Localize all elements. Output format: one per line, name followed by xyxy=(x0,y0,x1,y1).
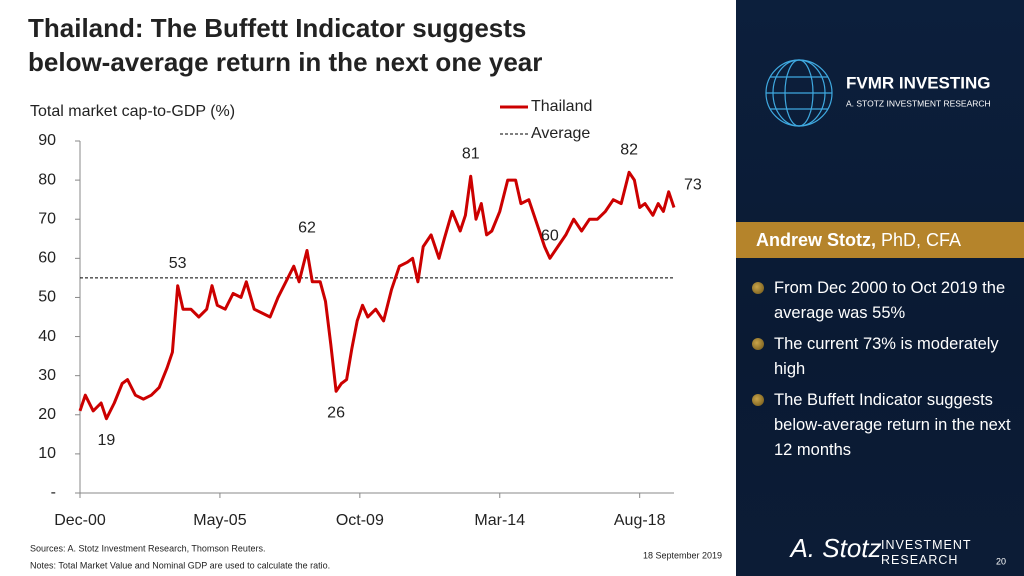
data-label: 73 xyxy=(684,177,702,194)
y-tick-label: 80 xyxy=(38,171,56,188)
data-label: 19 xyxy=(98,432,116,449)
chart: Thailand: The Buffett Indicator suggests… xyxy=(28,13,722,571)
data-label: 62 xyxy=(298,220,316,237)
x-tick-label: Oct-09 xyxy=(336,512,384,529)
y-axis-label: Total market cap-to-GDP (%) xyxy=(30,103,235,120)
series-line xyxy=(78,170,676,421)
sources: Sources: A. Stotz Investment Research, T… xyxy=(30,543,265,553)
brand: INVESTMENT RESEARCH xyxy=(881,538,972,567)
legend-label: Thailand xyxy=(531,98,592,115)
y-tick-label: - xyxy=(51,484,56,501)
data-label: 26 xyxy=(327,405,345,422)
y-tick-label: 10 xyxy=(38,445,56,462)
notes: Notes: Total Market Value and Nominal GD… xyxy=(30,560,330,570)
y-tick-label: 20 xyxy=(38,406,56,423)
y-tick-label: 90 xyxy=(38,132,56,149)
data-label: 53 xyxy=(169,255,187,272)
author-name: Andrew Stotz, xyxy=(756,230,876,250)
legend-label: Average xyxy=(531,125,590,142)
y-tick-label: 30 xyxy=(38,367,56,384)
bullet: From Dec 2000 to Oct 2019 the average wa… xyxy=(752,276,1014,326)
y-tick-label: 60 xyxy=(38,250,56,267)
bullet: The current 73% is moderately high xyxy=(752,332,1014,382)
page-number: 20 xyxy=(996,556,1006,566)
x-tick-label: Mar-14 xyxy=(474,512,525,529)
chart-title: Thailand: The Buffett Indicator suggests… xyxy=(28,13,542,77)
author-banner xyxy=(736,222,1024,258)
sidebar-graphics: FVMR INVESTING A. STOTZ INVESTMENT RESEA… xyxy=(736,59,1024,566)
globe-logo xyxy=(765,59,833,127)
data-label: 60 xyxy=(541,228,559,245)
x-tick-label: May-05 xyxy=(193,512,246,529)
sidebar: FVMR INVESTING A. STOTZ INVESTMENT RESEA… xyxy=(736,0,1024,576)
x-tick-label: Dec-00 xyxy=(54,512,106,529)
y-tick-label: 50 xyxy=(38,289,56,306)
data-label: 82 xyxy=(620,142,638,159)
logo-subtitle: A. STOTZ INVESTMENT RESEARCH xyxy=(846,98,991,108)
bullet: The Buffett Indicator suggests below-ave… xyxy=(752,388,1014,463)
y-tick-label: 70 xyxy=(38,210,56,227)
date: 18 September 2019 xyxy=(643,550,722,560)
author-credentials: PhD, CFA xyxy=(881,230,961,250)
data-label: 81 xyxy=(462,145,480,162)
logo-title: FVMR INVESTING xyxy=(846,73,991,92)
x-tick-label: Aug-18 xyxy=(614,512,666,529)
signature: A. Stotz xyxy=(788,533,881,563)
author: Andrew Stotz, PhD, CFA xyxy=(756,230,961,250)
y-tick-label: 40 xyxy=(38,328,56,345)
